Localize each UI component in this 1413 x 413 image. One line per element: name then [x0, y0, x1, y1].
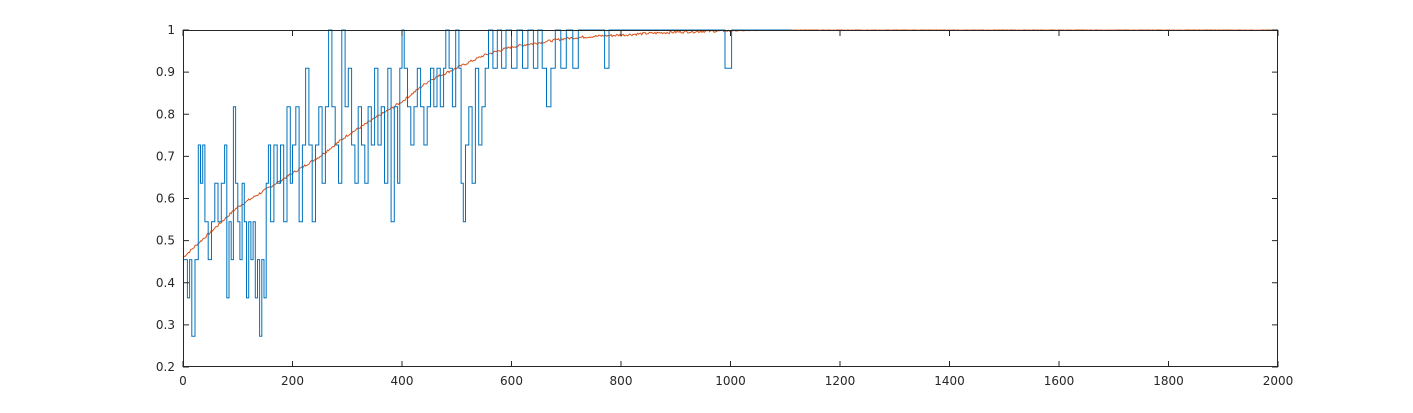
- x-tick-label: 1600: [1044, 374, 1075, 388]
- x-tick-label: 600: [500, 374, 523, 388]
- y-tick-label: 0.6: [156, 192, 175, 206]
- y-tick-label: 0.9: [156, 65, 175, 79]
- x-tick-label: 200: [281, 374, 304, 388]
- x-tick-label: 400: [391, 374, 414, 388]
- x-tick-label: 0: [179, 374, 187, 388]
- y-tick-label: 0.8: [156, 107, 175, 121]
- x-axis: 0 200 400 600 800 1000 1200 1400 1600 1800 2000: [179, 30, 1293, 388]
- x-tick-label: 1200: [825, 374, 856, 388]
- y-axis: 0.2 0.3 0.4 0.5 0.6 0.7 0.8 0.9 1: [156, 23, 1278, 374]
- y-tick-label: 0.7: [156, 149, 175, 163]
- y-tick-label: 0.2: [156, 360, 175, 374]
- plot-area: [183, 30, 1278, 367]
- x-tick-label: 800: [610, 374, 633, 388]
- x-tick-label: 1400: [934, 374, 965, 388]
- y-tick-label: 0.5: [156, 234, 175, 248]
- x-tick-label: 1000: [715, 374, 746, 388]
- y-tick-label: 0.4: [156, 276, 175, 290]
- x-tick-label: 1800: [1153, 374, 1184, 388]
- series-1-line: [183, 29, 791, 337]
- y-tick-label: 1: [167, 23, 175, 37]
- x-tick-label: 2000: [1263, 374, 1294, 388]
- y-tick-label: 0.3: [156, 318, 175, 332]
